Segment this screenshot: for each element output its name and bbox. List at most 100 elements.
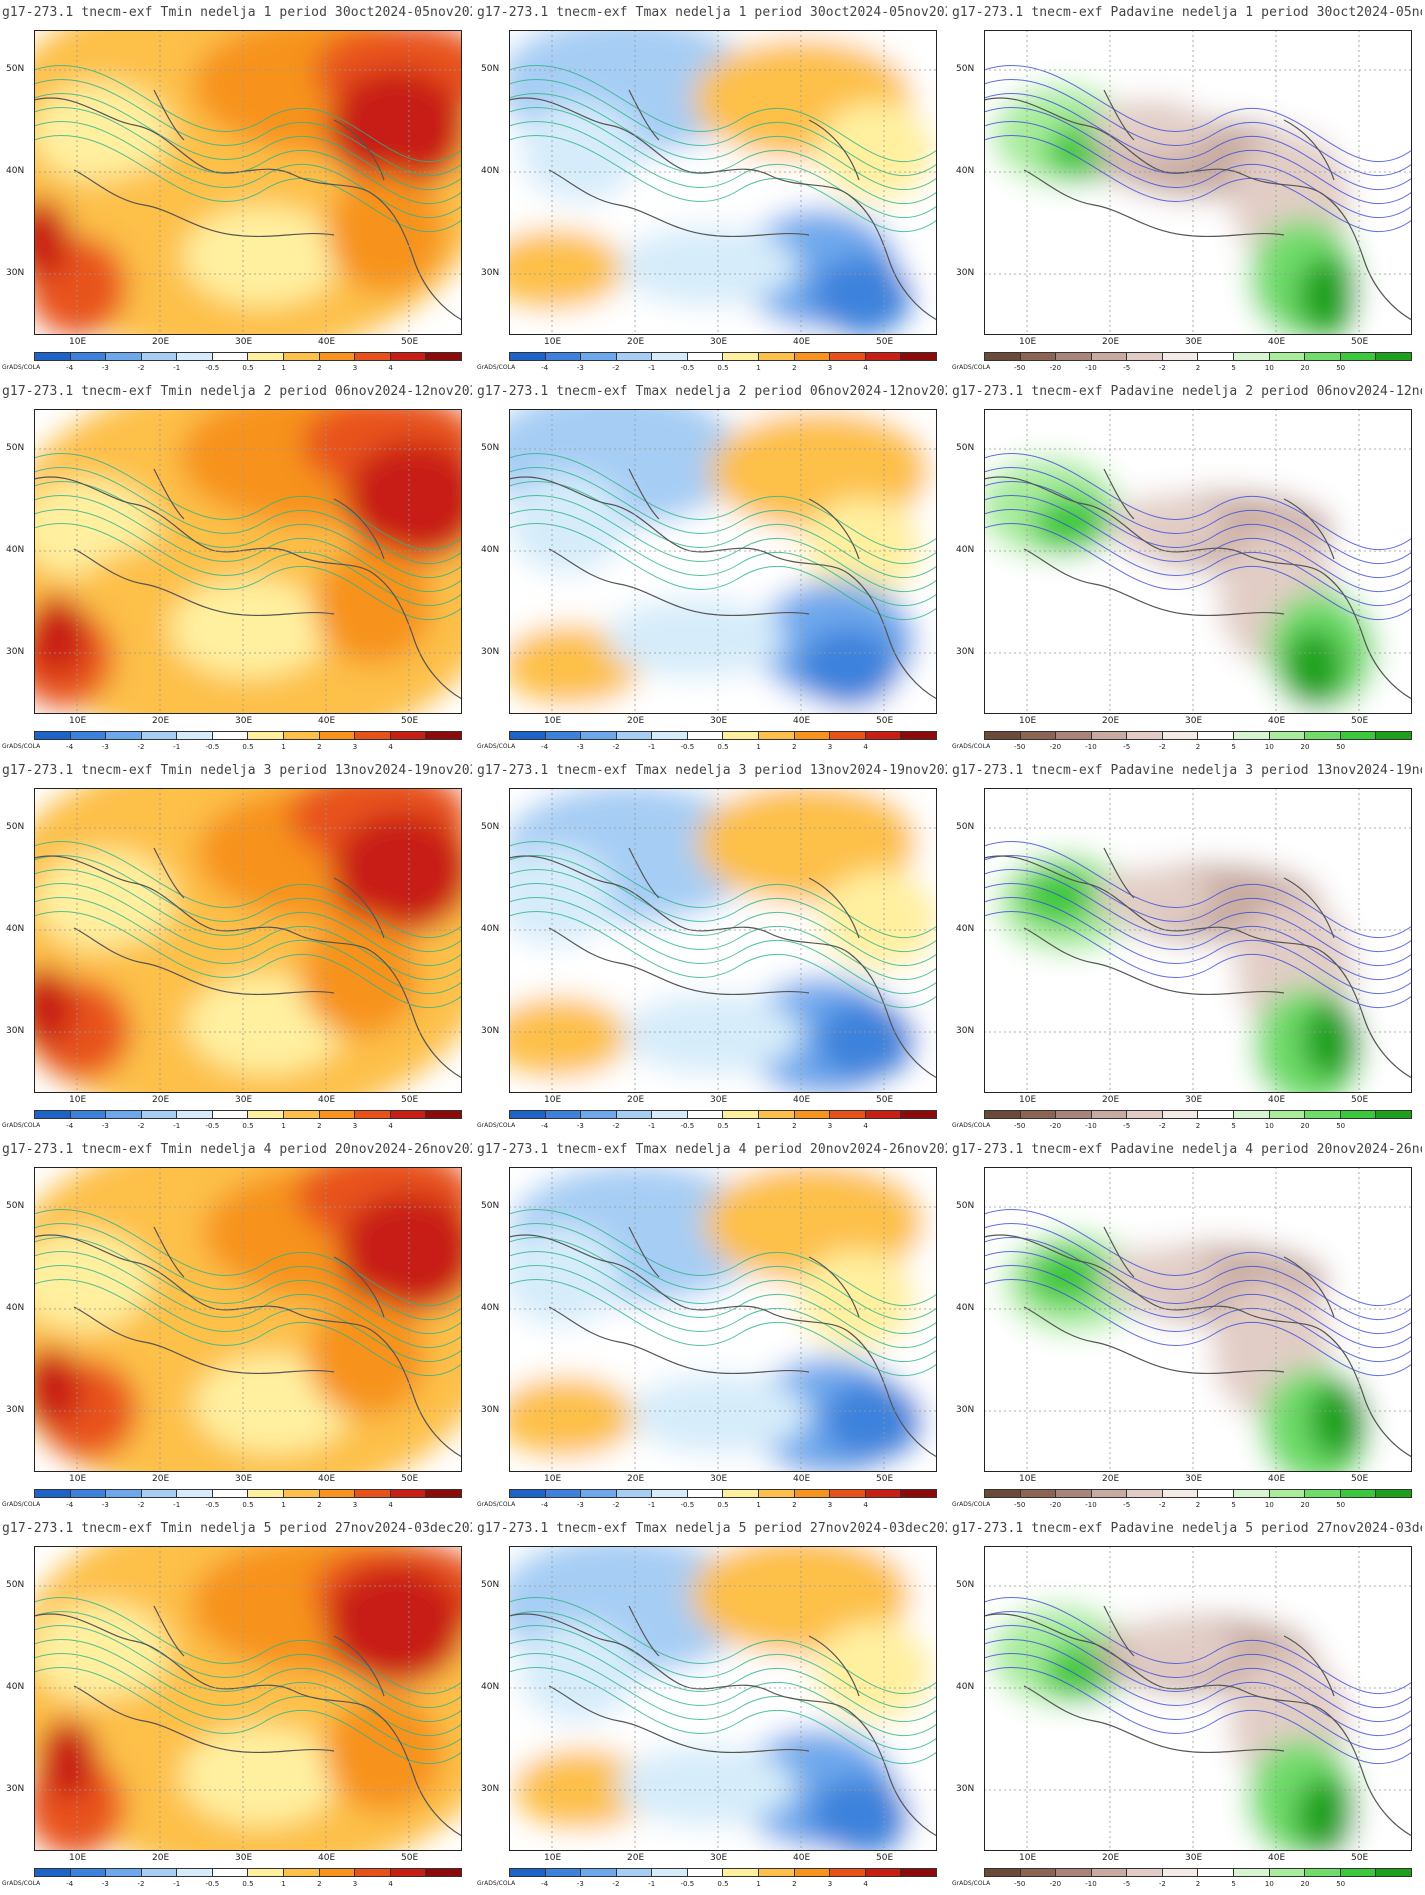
anomaly-area [34, 1602, 169, 1702]
colorbar-segment [70, 1111, 107, 1118]
grads-credit: GrADS/COLA [2, 364, 41, 371]
longitude-label: 10E [69, 1095, 87, 1105]
colorbar-segment [865, 1490, 902, 1497]
anomaly-map [509, 788, 937, 1093]
colorbar-tick-label: 3 [352, 1501, 358, 1509]
colorbar-segment [794, 732, 831, 739]
colorbar-segment [616, 1111, 653, 1118]
latitude-label: 50N [6, 64, 25, 74]
colorbar-tick-label: -3 [576, 743, 584, 751]
anomaly-area [1032, 494, 1112, 554]
latitude-label: 40N [481, 545, 500, 555]
longitude-label: 10E [1019, 337, 1037, 347]
anomaly-area [34, 595, 87, 675]
longitude-label: 10E [1019, 1095, 1037, 1105]
colorbar-tick-label: -4 [66, 743, 74, 751]
contour-line [984, 1624, 1412, 1723]
panel-title: g17-273.1 tnecm-exf Tmax nedelja 4 perio… [477, 1142, 947, 1157]
anomaly-map [984, 409, 1412, 714]
colorbar-tick-label: 1 [756, 364, 761, 372]
colorbar-segment [616, 1490, 653, 1497]
colorbar-segment [510, 732, 546, 739]
colorbar-segment [1198, 732, 1235, 739]
colorbar-segment [1269, 1869, 1306, 1876]
contour-line [34, 92, 462, 191]
contour-line [509, 1236, 937, 1335]
colorbar-tick-label: -1 [648, 743, 656, 751]
latitude-label: 50N [481, 64, 500, 74]
colorbar-segment [248, 1111, 285, 1118]
coastline [34, 468, 462, 700]
colorbar-tick-label: 0.5 [717, 743, 729, 751]
map-frame [509, 1167, 937, 1472]
longitude-label: 30E [235, 1474, 253, 1484]
latitude-label: 30N [481, 647, 500, 657]
contour-line [509, 854, 937, 953]
colorbar-segment [510, 353, 546, 360]
latitude-label: 30N [956, 268, 975, 278]
longitude-label: 50E [876, 337, 894, 347]
colorbar-segment [1091, 1869, 1128, 1876]
contour-line [34, 1208, 462, 1307]
colorbar-tick-label: -0.5 [205, 1501, 220, 1509]
map-panel: g17-273.1 tnecm-exf Tmin nedelja 4 perio… [0, 1137, 475, 1516]
longitude-label: 40E [793, 1474, 811, 1484]
colorbar-segment [865, 353, 902, 360]
contour-line [34, 508, 462, 607]
colorbar-segment [616, 1869, 653, 1876]
colorbar-tick-label: -20 [1049, 364, 1062, 372]
colorbar-tick-label: 2 [1195, 364, 1201, 372]
colorbar-tick-label: -5 [1123, 743, 1131, 751]
longitude-label: 30E [710, 1474, 728, 1484]
colorbar-segment [830, 732, 866, 739]
latitude-label: 40N [6, 1682, 25, 1692]
latitude-label: 50N [6, 822, 25, 832]
grads-credit: GrADS/COLA [952, 364, 991, 371]
anomaly-area [1284, 628, 1344, 708]
colorbar-tick-label: -20 [1049, 743, 1062, 751]
longitude-label: 50E [876, 1853, 894, 1863]
colorbar-segment [426, 1490, 461, 1497]
colorbar-tick-label: 10 [1264, 1880, 1274, 1888]
longitude-label: 50E [1351, 337, 1369, 347]
colorbar-segment [723, 732, 760, 739]
colorbar-tick-label: -50 [1013, 1122, 1026, 1130]
colorbar-segment [1127, 732, 1163, 739]
anomaly-area [34, 199, 70, 279]
colorbar-segment [901, 353, 936, 360]
longitude-label: 20E [627, 1474, 645, 1484]
colorbar-tick-label: 4 [388, 1122, 393, 1130]
longitude-label: 20E [152, 716, 170, 726]
latitude-label: 40N [481, 924, 500, 934]
colorbar-segment [581, 353, 617, 360]
colorbar-segment [1020, 353, 1057, 360]
contour-line [509, 1264, 937, 1363]
colorbar-tick-label: 2 [317, 1122, 322, 1130]
colorbar-tick-label: 20 [1300, 364, 1310, 372]
anomaly-area [307, 1297, 427, 1417]
map-frame [34, 30, 462, 335]
colorbar-segment [355, 1490, 391, 1497]
colorbar-tick-label: -0.5 [205, 743, 220, 751]
colorbar-segment [70, 1490, 107, 1497]
anomaly-map [984, 1546, 1412, 1851]
colorbar-segment [35, 1111, 71, 1118]
panel-title: g17-273.1 tnecm-exf Tmax nedelja 5 perio… [477, 1521, 947, 1536]
anomaly-map [34, 788, 462, 1093]
colorbar-tick-label: -4 [541, 1122, 549, 1130]
anomaly-map [34, 1167, 462, 1472]
colorbar-segment [1234, 1111, 1270, 1118]
anomaly-area [629, 1374, 809, 1454]
contour-line [509, 78, 937, 177]
colorbar-segment [106, 353, 142, 360]
anomaly-area [1118, 1619, 1238, 1679]
anomaly-area [509, 474, 627, 574]
colorbar-segment [106, 1490, 142, 1497]
colorbar-segment [545, 1869, 582, 1876]
contour-line [509, 1596, 937, 1695]
longitude-label: 30E [710, 1853, 728, 1863]
colorbar-segment [1056, 1111, 1092, 1118]
colorbar-segment [1376, 1111, 1411, 1118]
colorbar-segment [1269, 1490, 1306, 1497]
coastline [509, 1226, 937, 1458]
